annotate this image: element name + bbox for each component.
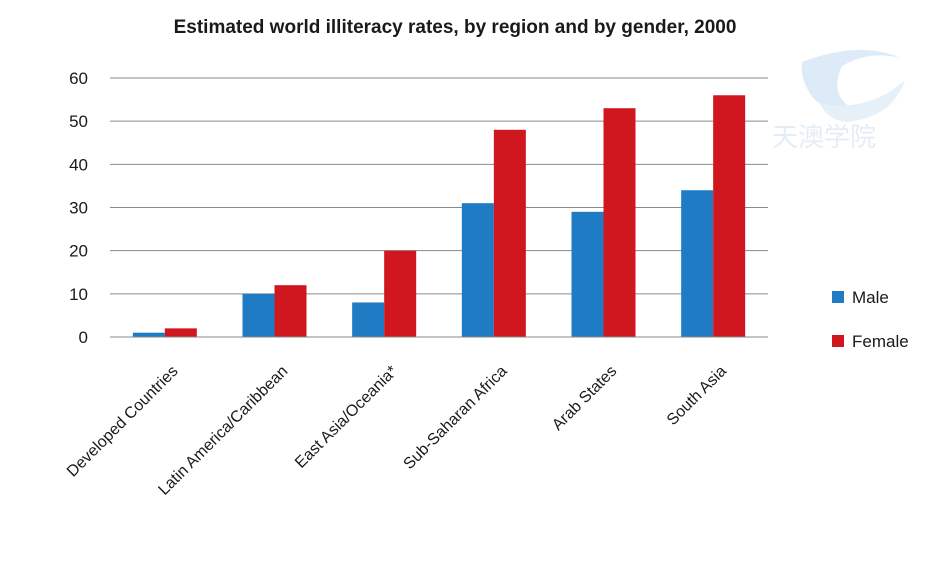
bar-female <box>164 328 197 337</box>
y-tick-label: 30 <box>69 199 88 218</box>
bar-female <box>384 250 417 337</box>
bar-female <box>493 129 526 337</box>
x-tick-label: Sub-Saharan Africa <box>401 363 511 473</box>
bar-male <box>352 302 385 337</box>
chart-title: Estimated world illiteracy rates, by reg… <box>174 17 737 38</box>
x-tick-label: South Asia <box>664 363 730 429</box>
x-tick-label: Developed Countries <box>64 363 182 481</box>
bar-male <box>681 190 714 337</box>
y-tick-label: 40 <box>69 155 88 174</box>
bar-male <box>242 293 275 337</box>
watermark-text: 天澳学院 <box>772 123 876 153</box>
legend-swatch-male <box>832 291 844 303</box>
bar-female <box>603 108 636 337</box>
y-tick-label: 60 <box>69 69 88 88</box>
watermark-logo-icon <box>801 49 905 122</box>
y-tick-label: 20 <box>69 242 88 261</box>
bar-female <box>274 285 307 337</box>
bar-male <box>571 211 604 337</box>
y-tick-label: 10 <box>69 285 88 304</box>
legend: Male Female <box>832 288 909 351</box>
legend-swatch-female <box>832 335 844 347</box>
y-tick-label: 50 <box>69 112 88 131</box>
bar-male <box>461 203 494 337</box>
y-tick-label: 0 <box>79 328 88 347</box>
legend-label-female: Female <box>852 332 909 351</box>
legend-label-male: Male <box>852 288 889 307</box>
x-tick-label: Latin America/Caribbean <box>155 363 291 499</box>
x-tick-label: Arab States <box>549 363 620 434</box>
bar-female <box>713 95 746 338</box>
bar-male <box>132 332 165 337</box>
x-tick-label: East Asia/Oceania* <box>292 363 401 472</box>
